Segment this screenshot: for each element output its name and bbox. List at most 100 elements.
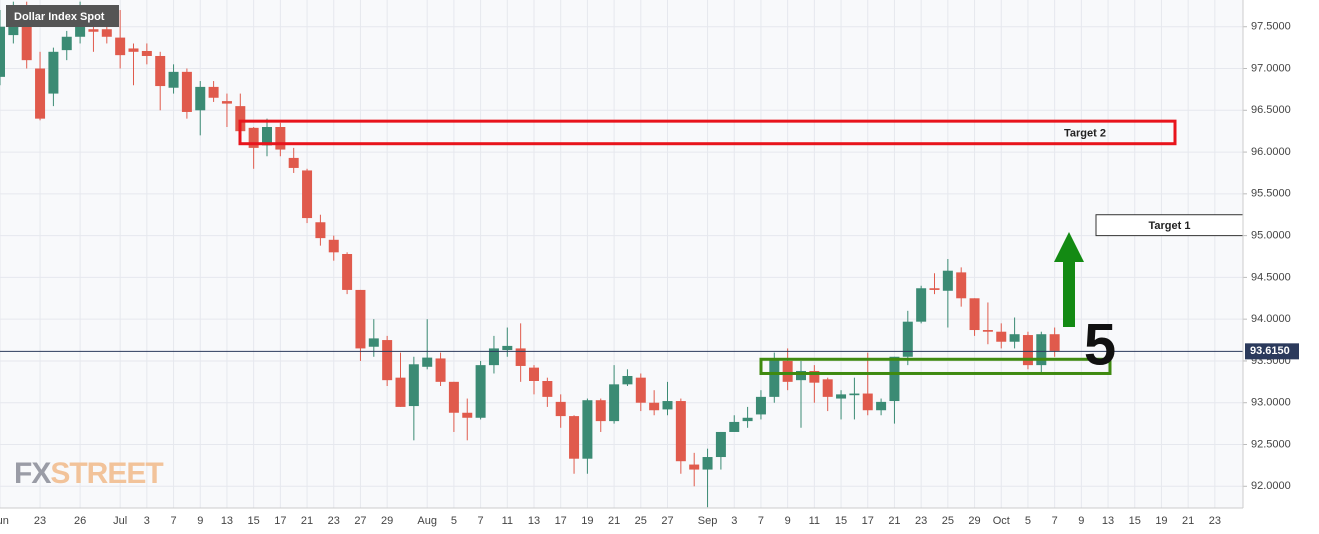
candle-body: [649, 402, 660, 411]
candle-body: [422, 357, 433, 367]
x-tick-label: 3: [144, 515, 150, 527]
candle-body: [969, 298, 980, 331]
candle-body: [315, 222, 326, 239]
candle-body: [1036, 334, 1047, 366]
grid: 92.000092.500093.000093.500094.000094.50…: [0, 0, 1291, 527]
candle-body: [836, 394, 847, 399]
candle-body: [395, 377, 406, 407]
candle-body: [275, 127, 286, 150]
candle-body: [302, 170, 313, 219]
candle-body: [1049, 334, 1060, 351]
zone: [238, 119, 1177, 146]
x-tick-label: 21: [608, 515, 620, 527]
y-tick-label: 97.5000: [1251, 21, 1291, 33]
last-price-label: 93.6150: [1250, 345, 1290, 357]
x-tick-label: 27: [661, 515, 673, 527]
x-tick-label: 9: [785, 515, 791, 527]
candle-body: [849, 393, 860, 396]
x-tick-label: 17: [274, 515, 286, 527]
x-tick-label: 27: [354, 515, 366, 527]
x-tick-label: Sep: [698, 515, 718, 527]
candle-body: [101, 29, 112, 37]
y-tick-label: 92.5000: [1251, 438, 1291, 450]
candle-body: [862, 393, 873, 411]
candle-body: [929, 288, 940, 290]
x-tick-label: 9: [1078, 515, 1084, 527]
y-tick-label: 92.0000: [1251, 480, 1291, 492]
candle-body: [902, 321, 913, 357]
candle-body: [355, 289, 366, 349]
candle-body: [48, 51, 59, 94]
arrow: [1054, 232, 1084, 327]
candle-body: [569, 416, 580, 459]
candle-body: [782, 360, 793, 382]
candle-body: [769, 359, 780, 397]
annotation: 5: [1084, 312, 1116, 377]
x-tick-label: 7: [1052, 515, 1058, 527]
x-tick-label: 7: [758, 515, 764, 527]
candles: [0, 1, 1060, 508]
candle-body: [555, 401, 566, 417]
candle-body: [755, 396, 766, 415]
x-tick-label: 19: [581, 515, 593, 527]
candle-body: [982, 330, 993, 332]
x-tick-label: 29: [968, 515, 980, 527]
candle-body: [809, 370, 820, 383]
x-tick-label: 19: [1155, 515, 1167, 527]
x-tick-label: 25: [942, 515, 954, 527]
candle-body: [488, 348, 499, 366]
candle-body: [996, 331, 1007, 342]
candle-body: [876, 401, 887, 411]
y-tick-label: 95.0000: [1251, 230, 1291, 242]
candle-body: [635, 377, 646, 403]
zone-label: Target 2: [1064, 127, 1106, 139]
y-tick-label: 97.0000: [1251, 62, 1291, 74]
x-tick-label: 5: [451, 515, 457, 527]
candle-body: [448, 381, 459, 413]
candle-body: [702, 457, 713, 470]
x-tick-label: 29: [381, 515, 393, 527]
candle-body: [235, 106, 246, 132]
candle-body: [155, 55, 166, 87]
candle-body: [208, 86, 219, 98]
candle-body: [61, 36, 72, 51]
candle-body: [181, 71, 192, 112]
x-tick-label: 7: [478, 515, 484, 527]
x-tick-label: 7: [170, 515, 176, 527]
candle-body: [342, 254, 353, 290]
candle-body: [75, 25, 86, 37]
candle-body: [742, 417, 753, 422]
watermark-street: STREET: [50, 457, 163, 490]
candle-body: [715, 431, 726, 458]
x-tick-label: Oct: [993, 515, 1010, 527]
x-tick-label: 21: [888, 515, 900, 527]
y-tick-label: 95.5000: [1251, 188, 1291, 200]
candle-body: [675, 401, 686, 462]
x-tick-label: 17: [555, 515, 567, 527]
candle-body: [128, 48, 139, 52]
chart-title: Dollar Index Spot: [14, 11, 105, 23]
x-tick-label: 23: [34, 515, 46, 527]
candle-body: [195, 86, 206, 111]
candle-body: [662, 401, 673, 410]
candle-body: [168, 71, 179, 88]
candle-body: [956, 272, 967, 299]
candle-body: [262, 127, 272, 146]
x-tick-label: 23: [328, 515, 340, 527]
x-tick-label: 15: [248, 515, 260, 527]
y-tick-label: 96.5000: [1251, 104, 1291, 116]
candle-body: [35, 68, 46, 119]
candle-body: [21, 18, 32, 61]
x-tick-label: 17: [862, 515, 874, 527]
candle-body: [115, 37, 126, 56]
watermark-fx: FX: [14, 457, 51, 490]
candle-body: [88, 29, 99, 32]
x-tick-label: 21: [301, 515, 313, 527]
last-price-box: [1245, 343, 1299, 360]
x-tick-label: 11: [502, 515, 513, 527]
x-tick-label: 3: [731, 515, 737, 527]
candle-body: [822, 379, 833, 397]
candle-body: [609, 384, 620, 422]
candle-body: [889, 356, 900, 402]
